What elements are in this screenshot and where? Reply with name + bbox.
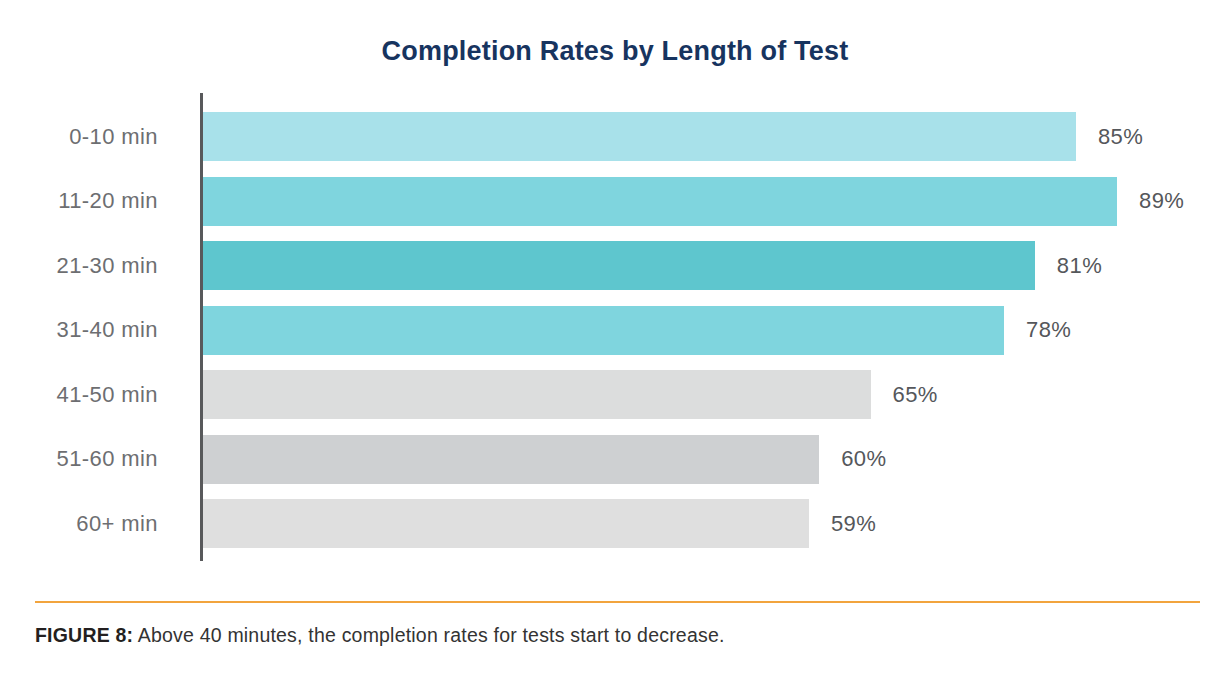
value-label: 60% (841, 446, 886, 472)
bar (203, 435, 819, 484)
plot-area: 0-10 min85% 11-20 min89% 21-30 min81% 31-40… (200, 93, 1230, 561)
category-label: 21-30 min (0, 253, 158, 279)
value-label: 89% (1139, 188, 1184, 214)
chart-page: Completion Rates by Length of Test 0-10 … (0, 0, 1230, 684)
divider-line (35, 601, 1200, 603)
bar (203, 499, 809, 548)
bar-row: 11-20 min89% (203, 177, 1230, 226)
value-label: 65% (893, 382, 938, 408)
value-label: 59% (831, 511, 876, 537)
value-label: 81% (1057, 253, 1102, 279)
bar-row: 31-40 min78% (203, 306, 1230, 355)
chart-title: Completion Rates by Length of Test (0, 0, 1230, 67)
bar-row: 0-10 min85% (203, 112, 1230, 161)
bar-row: 60+ min59% (203, 499, 1230, 548)
figure-caption-label: FIGURE 8: (35, 624, 133, 646)
bar-row: 51-60 min60% (203, 435, 1230, 484)
value-label: 85% (1098, 124, 1143, 150)
category-label: 60+ min (0, 511, 158, 537)
bar-row: 21-30 min81% (203, 241, 1230, 290)
bar (203, 370, 871, 419)
figure-caption-text: Above 40 minutes, the completion rates f… (133, 624, 724, 646)
category-label: 0-10 min (0, 124, 158, 150)
bar (203, 177, 1117, 226)
figure-caption: FIGURE 8: Above 40 minutes, the completi… (35, 624, 1200, 647)
category-label: 41-50 min (0, 382, 158, 408)
bar (203, 306, 1004, 355)
bar (203, 112, 1076, 161)
bar-rows: 0-10 min85% 11-20 min89% 21-30 min81% 31-40… (203, 112, 1230, 548)
bar (203, 241, 1035, 290)
category-label: 51-60 min (0, 446, 158, 472)
category-label: 11-20 min (0, 188, 158, 214)
category-label: 31-40 min (0, 317, 158, 343)
bar-row: 41-50 min65% (203, 370, 1230, 419)
value-label: 78% (1026, 317, 1071, 343)
